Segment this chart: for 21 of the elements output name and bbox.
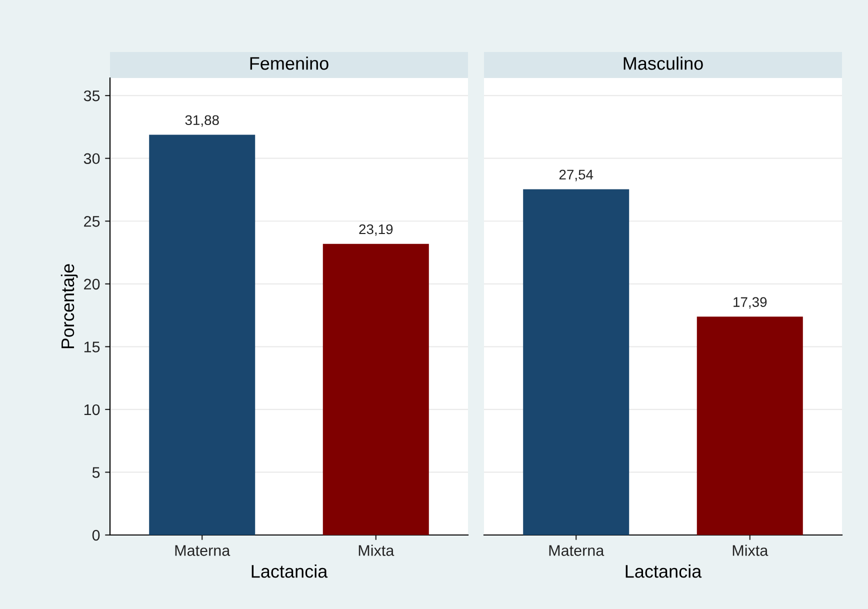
data-label: 17,39 [734,297,767,309]
y-tick-label: 0 [92,530,100,541]
x-tick-label: Mixta [732,544,768,556]
data-label: 27,54 [559,170,594,182]
x-axis-title: Lactancia [252,564,328,578]
y-tick-label: 10 [84,404,100,416]
data-label: 23,19 [359,224,393,236]
y-tick-label: 30 [84,153,100,164]
chart-title: Masculino [624,56,703,70]
y-axis-title: Porcentaje [60,264,78,348]
y-tick-label: 20 [84,278,100,290]
y-tick-label: 35 [84,90,100,102]
x-tick-label: Mixta [358,544,394,556]
y-tick-label: 15 [84,342,100,352]
data-label: 31,88 [185,115,219,127]
y-tick-label: 25 [84,216,100,227]
x-tick-label: Materna [175,545,230,556]
x-tick-label: Materna [549,545,604,556]
x-axis-title: Lactancia [626,564,702,578]
chart-title: Femenino [250,56,328,70]
y-tick-label: 5 [92,467,100,478]
